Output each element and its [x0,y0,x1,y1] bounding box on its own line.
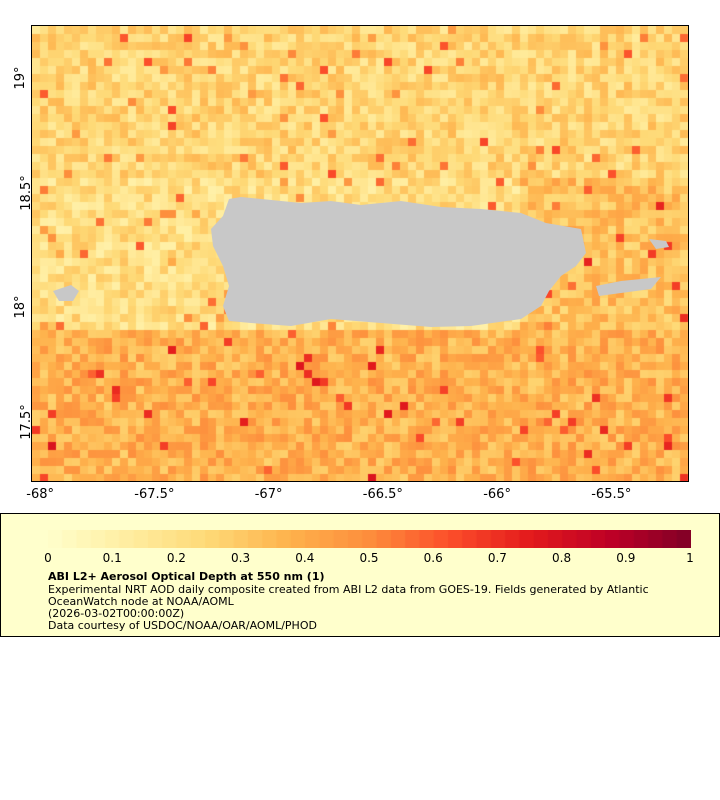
colorbar [48,530,691,548]
colorbar-tick-label: 0.8 [552,551,572,565]
lat-tick-label: 19° [13,66,29,90]
lon-tick-label: -66.5° [362,487,403,502]
legend-description-cont: OceanWatch node at NOAA/AOML [48,595,234,608]
lat-tick-label: 18.5° [19,174,35,211]
colorbar-tick-label: 0 [44,551,52,565]
colorbar-tick-label: 1 [686,551,694,565]
colorbar-tick-label: 0.7 [487,551,507,565]
colorbar-tick-label: 0.9 [616,551,636,565]
colorbar-tick-label: 0.6 [423,551,443,565]
lat-tick-label: 18° [13,295,29,319]
legend-credit: Data courtesy of USDOC/NOAA/OAR/AOML/PHO… [48,619,317,632]
colorbar-tick-label: 0.4 [295,551,315,565]
legend-title: ABI L2+ Aerosol Optical Depth at 550 nm … [48,570,325,583]
lon-tick-label: -67.5° [134,487,175,502]
vieques-land [596,277,661,296]
lat-tick-label: 17.5° [19,404,35,441]
colorbar-tick-label: 0.2 [166,551,186,565]
colorbar-tick-label: 0.5 [359,551,379,565]
lon-tick-label: -66° [483,487,511,502]
lon-tick-label: -67° [254,487,283,502]
colorbar-tick-label: 0.3 [231,551,251,565]
aod-map [31,25,689,482]
legend-time: (2026-03-02T00:00:00Z) [48,607,185,620]
legend-panel: 0 0.1 0.2 0.3 0.4 0.5 0.6 0.7 0.8 0.9 1 ABI L2+ Ae… [0,513,720,637]
mona-land [53,285,79,301]
lon-tick-label: -68° [26,487,54,502]
land-layer [53,197,669,327]
puerto-rico-land [211,197,586,327]
legend-description: Experimental NRT AOD daily composite cre… [48,583,649,596]
lon-tick-label: -65.5° [591,487,632,502]
culebra-land [649,239,669,249]
colorbar-tick-label: 0.1 [102,551,122,565]
